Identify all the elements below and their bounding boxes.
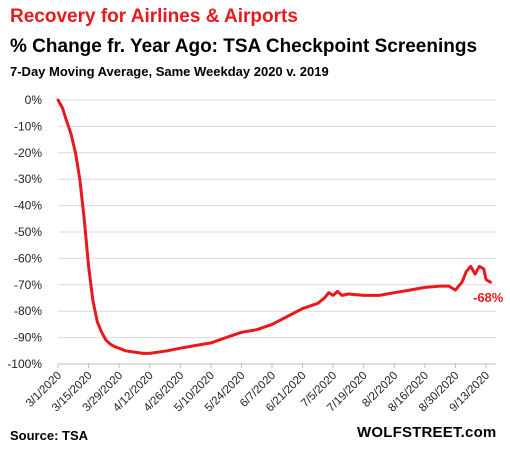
y-tick-label: -40% bbox=[14, 199, 42, 213]
chart-subtitle: 7-Day Moving Average, Same Weekday 2020 … bbox=[10, 64, 329, 79]
y-tick-label: -70% bbox=[14, 278, 42, 292]
y-tick-label: -50% bbox=[14, 225, 42, 239]
y-tick-label: -80% bbox=[14, 304, 42, 318]
source-note: Source: TSA bbox=[10, 428, 89, 443]
y-tick-label: -10% bbox=[14, 119, 42, 133]
y-tick-label: -100% bbox=[7, 357, 42, 371]
y-tick-label: 0% bbox=[25, 93, 43, 107]
series-line bbox=[56, 98, 492, 355]
y-tick-label: -20% bbox=[14, 146, 42, 160]
chart-title: Recovery for Airlines & Airports bbox=[10, 6, 298, 27]
y-tick-label: -60% bbox=[14, 251, 42, 265]
chart-title-line2: % Change fr. Year Ago: TSA Checkpoint Sc… bbox=[10, 36, 478, 57]
end-value-label: -68% bbox=[473, 290, 504, 305]
brand-watermark: WOLFSTREET.com bbox=[357, 424, 497, 441]
y-tick-label: -30% bbox=[14, 172, 42, 186]
y-tick-label: -90% bbox=[14, 331, 42, 345]
